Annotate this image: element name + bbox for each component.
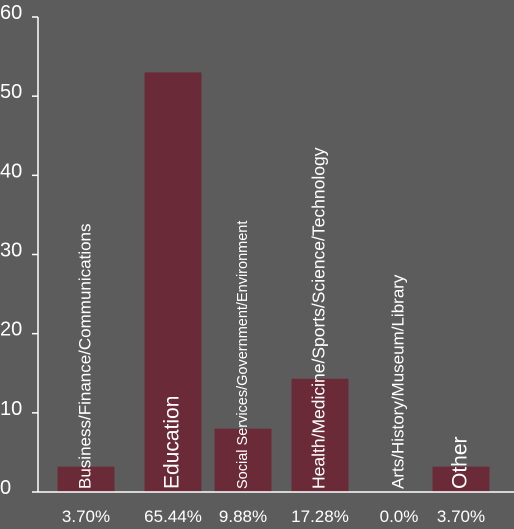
- bar: [291, 378, 349, 492]
- data-label: 65.44%: [144, 507, 202, 526]
- category-label: Arts/History/Museum/Library: [388, 274, 407, 489]
- data-label: 9.88%: [219, 507, 267, 526]
- y-tick-label: 30: [0, 240, 22, 262]
- bar: [144, 72, 202, 493]
- y-tick-label: 20: [0, 319, 22, 341]
- data-label: 17.28%: [291, 507, 349, 526]
- bar: [214, 428, 272, 492]
- y-tick-label: 60: [0, 2, 22, 24]
- data-labels-group: 3.70% 65.44% 9.88% 17.28% 0.0% 3.70%: [62, 507, 485, 526]
- y-tick-label: 40: [0, 160, 22, 182]
- category-label: Health/Medicine/Sports/Science/Technolog…: [309, 147, 329, 489]
- bar: [432, 466, 490, 492]
- bars-group: [57, 72, 490, 493]
- category-labels-group: Business/Finance/Communications Education…: [75, 147, 471, 489]
- y-tick-label: 0: [0, 477, 11, 499]
- category-label: Education: [161, 396, 184, 489]
- data-label: 3.70%: [62, 507, 110, 526]
- data-label: 3.70%: [437, 507, 485, 526]
- y-ticks-group: 0 10 20 30 40 50 60: [0, 2, 38, 499]
- category-label: Other: [449, 436, 472, 489]
- y-tick-label: 50: [0, 81, 22, 103]
- data-label: 0.0%: [380, 507, 419, 526]
- bar: [57, 466, 115, 492]
- axes-group: [37, 17, 514, 493]
- category-label: Business/Finance/Communications: [75, 223, 94, 489]
- y-tick-label: 10: [0, 398, 22, 420]
- category-label: Social Services/Government/Environment: [235, 221, 251, 489]
